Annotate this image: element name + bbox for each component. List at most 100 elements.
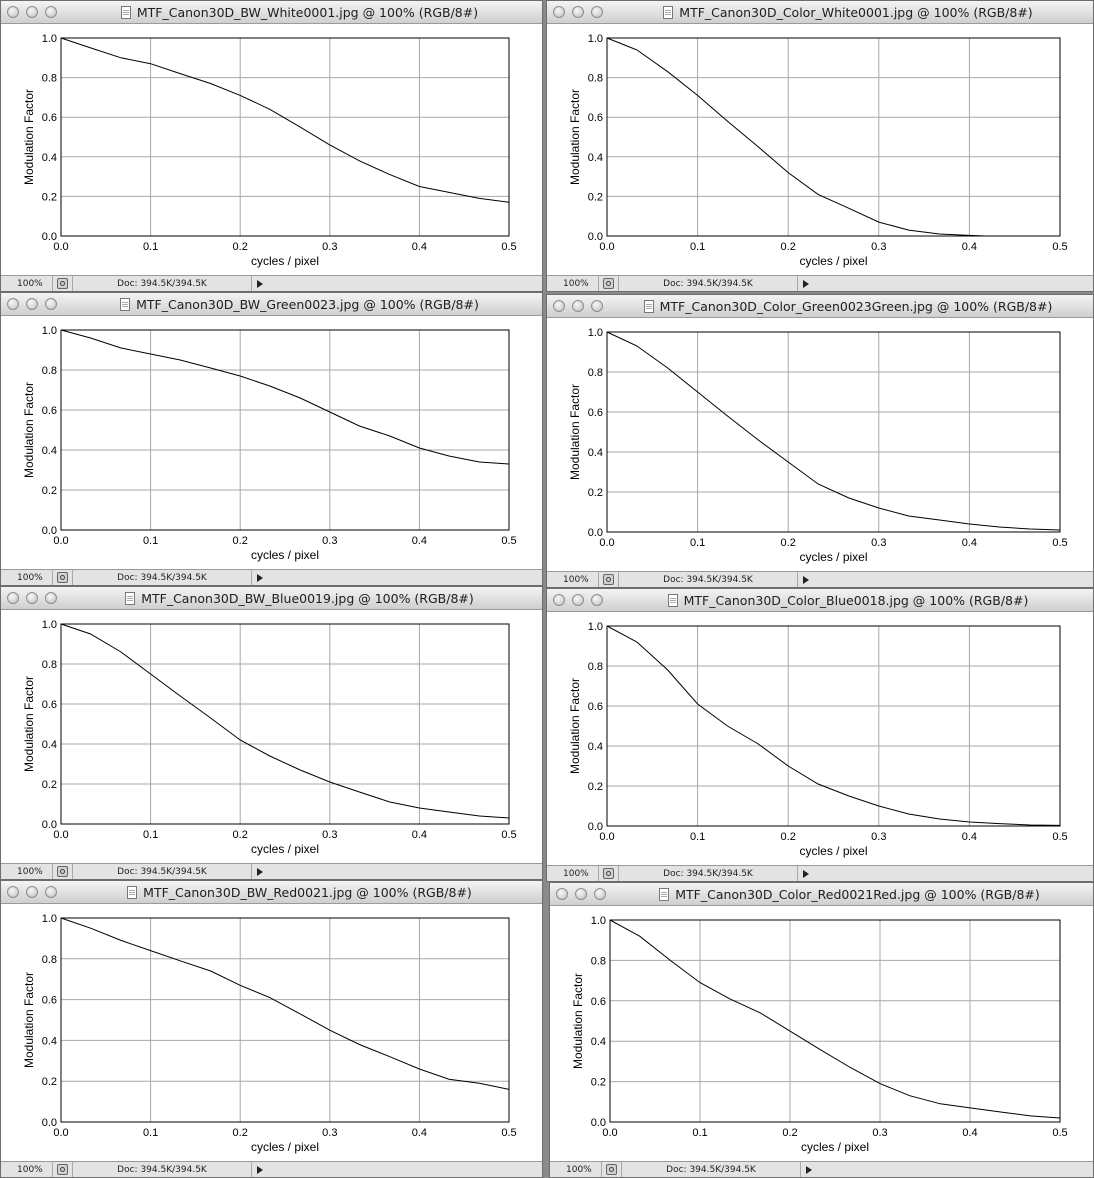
zoom-level-field[interactable]: 100% bbox=[1, 276, 53, 291]
zoom-button[interactable] bbox=[591, 300, 603, 312]
window-titlebar[interactable]: MTF_Canon30D_BW_Red0021.jpg @ 100% (RGB/… bbox=[1, 881, 542, 904]
document-icon[interactable] bbox=[120, 5, 131, 19]
horizontal-scrollbar[interactable] bbox=[263, 864, 542, 879]
zoom-level-field[interactable]: 100% bbox=[1, 570, 53, 585]
minimize-button[interactable] bbox=[26, 592, 38, 604]
zoom-level-field[interactable]: 100% bbox=[1, 1162, 53, 1177]
status-menu-arrow-icon[interactable] bbox=[806, 1165, 812, 1174]
horizontal-scrollbar[interactable] bbox=[809, 572, 1093, 587]
canvas-area[interactable]: 0.0 0.1 0.2 0.3 0.4 0.5 0.0 0.2 0.4 0.6 0.8 1.0 cycl… bbox=[547, 318, 1093, 572]
canvas-area[interactable]: 0.0 0.1 0.2 0.3 0.4 0.5 0.0 0.2 0.4 0.6 0.8 1.0 cycl… bbox=[1, 904, 542, 1162]
horizontal-scrollbar[interactable] bbox=[812, 1162, 1093, 1177]
canvas-area[interactable]: 0.0 0.1 0.2 0.3 0.4 0.5 0.0 0.2 0.4 0.6 0.8 1.0 cycl… bbox=[1, 610, 542, 864]
document-window-bw-red[interactable]: MTF_Canon30D_BW_Red0021.jpg @ 100% (RGB/… bbox=[0, 880, 543, 1178]
zoom-icon[interactable] bbox=[603, 574, 614, 585]
close-button[interactable] bbox=[7, 886, 19, 898]
zoom-button[interactable] bbox=[45, 886, 57, 898]
document-window-bw-white[interactable]: MTF_Canon30D_BW_White0001.jpg @ 100% (RG… bbox=[0, 0, 543, 292]
document-window-bw-green[interactable]: MTF_Canon30D_BW_Green0023.jpg @ 100% (RG… bbox=[0, 292, 543, 586]
minimize-button[interactable] bbox=[26, 886, 38, 898]
y-tick-label: 0.8 bbox=[42, 365, 57, 377]
zoom-icon[interactable] bbox=[57, 1164, 68, 1175]
x-tick-label: 0.0 bbox=[602, 1127, 617, 1139]
horizontal-scrollbar[interactable] bbox=[263, 1162, 542, 1177]
document-window-color-white[interactable]: MTF_Canon30D_Color_White0001.jpg @ 100% … bbox=[546, 0, 1094, 292]
x-tick-label: 0.2 bbox=[781, 537, 796, 549]
minimize-button[interactable] bbox=[572, 300, 584, 312]
x-tick-label: 0.5 bbox=[1052, 831, 1067, 843]
close-button[interactable] bbox=[553, 594, 565, 606]
window-titlebar[interactable]: MTF_Canon30D_Color_White0001.jpg @ 100% … bbox=[547, 1, 1093, 24]
zoom-icon[interactable] bbox=[57, 866, 68, 877]
zoom-button[interactable] bbox=[45, 592, 57, 604]
zoom-button[interactable] bbox=[591, 6, 603, 18]
minimize-button[interactable] bbox=[572, 594, 584, 606]
status-menu-arrow-icon[interactable] bbox=[257, 279, 263, 288]
window-titlebar[interactable]: MTF_Canon30D_BW_Blue0019.jpg @ 100% (RGB… bbox=[1, 587, 542, 610]
window-titlebar[interactable]: MTF_Canon30D_BW_White0001.jpg @ 100% (RG… bbox=[1, 1, 542, 24]
zoom-button[interactable] bbox=[591, 594, 603, 606]
close-button[interactable] bbox=[553, 6, 565, 18]
document-window-color-green[interactable]: MTF_Canon30D_Color_Green0023Green.jpg @ … bbox=[546, 294, 1094, 588]
window-title: MTF_Canon30D_Color_Red0021Red.jpg @ 100%… bbox=[675, 886, 1040, 902]
document-icon[interactable] bbox=[663, 5, 674, 19]
canvas-area[interactable]: 0.0 0.1 0.2 0.3 0.4 0.5 0.0 0.2 0.4 0.6 0.8 1.0 cycl… bbox=[550, 906, 1093, 1162]
zoom-level-field[interactable]: 100% bbox=[550, 1162, 602, 1177]
zoom-button[interactable] bbox=[45, 6, 57, 18]
close-button[interactable] bbox=[7, 592, 19, 604]
minimize-button[interactable] bbox=[575, 888, 587, 900]
document-icon[interactable] bbox=[127, 885, 138, 899]
horizontal-scrollbar[interactable] bbox=[263, 276, 542, 291]
minimize-button[interactable] bbox=[26, 298, 38, 310]
document-icon[interactable] bbox=[659, 887, 670, 901]
y-tick-label: 0.8 bbox=[588, 73, 603, 85]
close-button[interactable] bbox=[556, 888, 568, 900]
zoom-level-field[interactable]: 100% bbox=[547, 276, 599, 291]
close-button[interactable] bbox=[7, 6, 19, 18]
document-window-bw-blue[interactable]: MTF_Canon30D_BW_Blue0019.jpg @ 100% (RGB… bbox=[0, 586, 543, 880]
document-window-color-red[interactable]: MTF_Canon30D_Color_Red0021Red.jpg @ 100%… bbox=[549, 882, 1094, 1178]
zoom-level-field[interactable]: 100% bbox=[547, 572, 599, 587]
y-tick-label: 1.0 bbox=[42, 325, 57, 337]
mtf-curve bbox=[606, 625, 1061, 826]
horizontal-scrollbar[interactable] bbox=[263, 570, 542, 585]
window-titlebar[interactable]: MTF_Canon30D_Color_Blue0018.jpg @ 100% (… bbox=[547, 589, 1093, 612]
y-tick-label: 0.6 bbox=[42, 405, 57, 417]
status-menu-arrow-icon[interactable] bbox=[257, 1165, 263, 1174]
zoom-icon[interactable] bbox=[57, 572, 68, 583]
x-tick-label: 0.2 bbox=[233, 829, 248, 841]
zoom-level-field[interactable]: 100% bbox=[547, 866, 599, 881]
status-menu-arrow-icon[interactable] bbox=[803, 279, 809, 288]
close-button[interactable] bbox=[7, 298, 19, 310]
status-menu-arrow-icon[interactable] bbox=[257, 573, 263, 582]
zoom-level-field[interactable]: 100% bbox=[1, 864, 53, 879]
canvas-area[interactable]: 0.0 0.1 0.2 0.3 0.4 0.5 0.0 0.2 0.4 0.6 0.8 1.0 cycl… bbox=[547, 612, 1093, 866]
horizontal-scrollbar[interactable] bbox=[809, 866, 1093, 881]
document-icon[interactable] bbox=[120, 297, 131, 311]
canvas-area[interactable]: 0.0 0.1 0.2 0.3 0.4 0.5 0.0 0.2 0.4 0.6 0.8 1.0 cycl… bbox=[547, 24, 1093, 276]
window-titlebar[interactable]: MTF_Canon30D_BW_Green0023.jpg @ 100% (RG… bbox=[1, 293, 542, 316]
minimize-button[interactable] bbox=[572, 6, 584, 18]
zoom-icon[interactable] bbox=[57, 278, 68, 289]
close-button[interactable] bbox=[553, 300, 565, 312]
zoom-icon[interactable] bbox=[603, 868, 614, 879]
zoom-button[interactable] bbox=[594, 888, 606, 900]
document-icon[interactable] bbox=[643, 299, 654, 313]
y-tick-label: 0.0 bbox=[588, 231, 603, 243]
document-window-color-blue[interactable]: MTF_Canon30D_Color_Blue0018.jpg @ 100% (… bbox=[546, 588, 1094, 882]
minimize-button[interactable] bbox=[26, 6, 38, 18]
status-menu-arrow-icon[interactable] bbox=[803, 869, 809, 878]
status-menu-arrow-icon[interactable] bbox=[803, 575, 809, 584]
window-titlebar[interactable]: MTF_Canon30D_Color_Red0021Red.jpg @ 100%… bbox=[550, 883, 1093, 906]
document-icon[interactable] bbox=[125, 591, 136, 605]
status-menu-arrow-icon[interactable] bbox=[257, 867, 263, 876]
y-tick-label: 1.0 bbox=[42, 913, 57, 925]
canvas-area[interactable]: 0.0 0.1 0.2 0.3 0.4 0.5 0.0 0.2 0.4 0.6 0.8 1.0 cycl… bbox=[1, 24, 542, 276]
zoom-icon[interactable] bbox=[603, 278, 614, 289]
window-titlebar[interactable]: MTF_Canon30D_Color_Green0023Green.jpg @ … bbox=[547, 295, 1093, 318]
zoom-icon[interactable] bbox=[606, 1164, 617, 1175]
canvas-area[interactable]: 0.0 0.1 0.2 0.3 0.4 0.5 0.0 0.2 0.4 0.6 0.8 1.0 cycl… bbox=[1, 316, 542, 570]
document-icon[interactable] bbox=[667, 593, 678, 607]
horizontal-scrollbar[interactable] bbox=[809, 276, 1093, 291]
zoom-button[interactable] bbox=[45, 298, 57, 310]
